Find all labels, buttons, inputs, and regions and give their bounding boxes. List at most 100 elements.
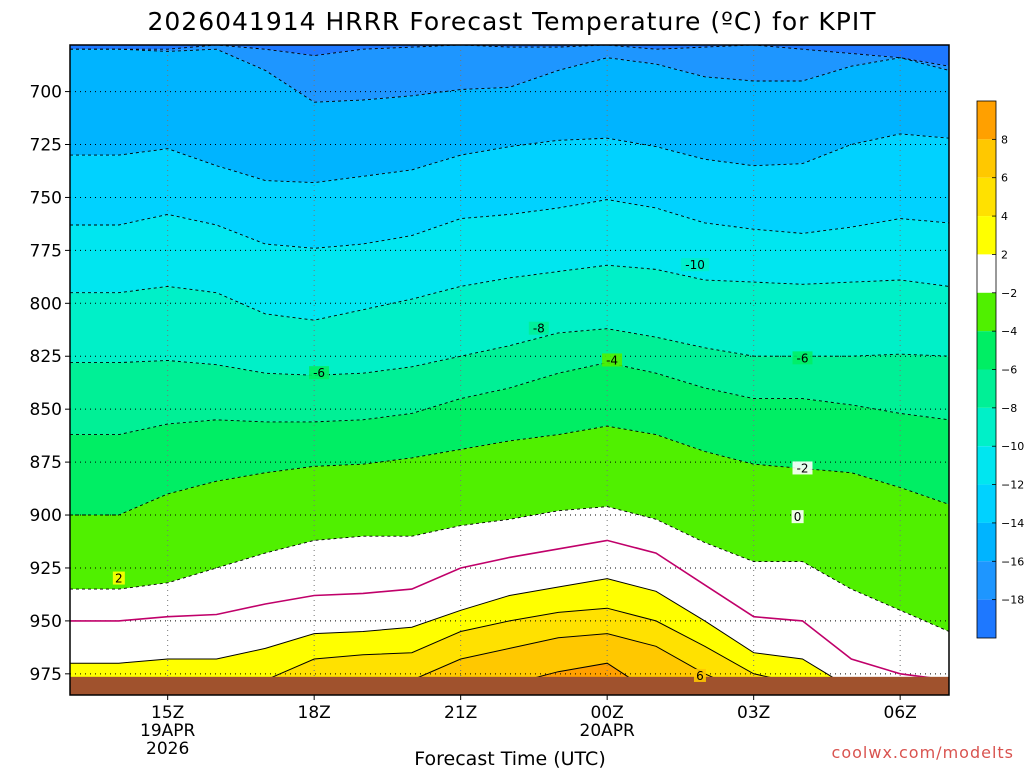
y-tick-label: 875 — [30, 453, 62, 473]
temp-band — [70, 133, 949, 249]
x-tick-label: 15Z — [151, 703, 184, 723]
colorbar-swatch — [977, 292, 996, 332]
contour-label-bg — [791, 510, 804, 524]
y-tick-label: 900 — [30, 506, 62, 526]
colorbar-swatch — [977, 254, 996, 293]
contour-labels: -10 -8 -6 -4 -6 -2 0 2 6 — [112, 258, 813, 683]
contour-label: -8 — [533, 322, 545, 336]
isotherm-line — [70, 506, 949, 632]
colorbar-swatch — [977, 177, 996, 217]
colorbar-swatch — [977, 216, 996, 255]
temp-band — [70, 578, 949, 695]
colorbar-swatch — [977, 139, 996, 178]
colorbar-swatch — [977, 446, 996, 485]
y-tick-label: 800 — [30, 294, 62, 314]
colorbar-label: 6 — [1001, 172, 1008, 185]
colorbar-label: −14 — [1001, 517, 1024, 530]
isotherm-line — [70, 362, 949, 436]
contour-label: -6 — [313, 366, 325, 380]
y-tick-label: 725 — [30, 136, 62, 156]
colorbar-label: −12 — [1001, 479, 1024, 492]
contour-label-bg — [112, 571, 125, 585]
colorbar-label: −10 — [1001, 440, 1024, 453]
temp-band — [70, 45, 949, 67]
x-tick-label: 18Z — [298, 703, 331, 723]
x-tick-label: 03Z — [737, 703, 770, 723]
colorbar-swatch — [977, 101, 996, 140]
isotherm-line — [70, 45, 949, 67]
y-tick-label: 950 — [30, 612, 62, 632]
y-axis: 700 725 750 775 800 825 850 875 900 925 950 975 — [30, 83, 70, 685]
isotherm-line — [70, 539, 949, 681]
contour-label: 0 — [794, 510, 802, 524]
colorbar-label: −8 — [1001, 402, 1017, 415]
temp-band — [70, 633, 949, 695]
y-tick-label: 925 — [30, 559, 62, 579]
isotherm-line — [70, 48, 949, 103]
chart-title: 2026041914 HRRR Forecast Temperature (ºC… — [147, 7, 876, 36]
temp-band — [70, 49, 949, 183]
contour-label: 2 — [115, 572, 123, 586]
isotherm-line — [70, 578, 949, 695]
plot-frame — [69, 44, 950, 696]
colorbar-label: −18 — [1001, 594, 1024, 607]
y-tick-label: 750 — [30, 188, 62, 208]
contour-label: -10 — [685, 258, 705, 272]
x-tick-label: 19APR — [140, 721, 196, 741]
contour-label-bg — [309, 366, 330, 380]
contour-label-bg — [693, 668, 706, 682]
colorbar-swatch — [977, 561, 996, 600]
temp-band — [70, 265, 949, 376]
temp-band — [70, 426, 949, 632]
colorbar-label: 2 — [1001, 248, 1008, 261]
colorbar-swatch — [977, 599, 996, 638]
contour-label-bg — [681, 258, 710, 272]
contour-label: -2 — [797, 461, 809, 475]
temp-band — [70, 328, 949, 435]
colorbar-swatch — [977, 407, 996, 447]
isotherm-line — [70, 425, 949, 516]
color-legend: 8 6 4 2 −2 −4 −6 −8 −10 −12 −14 −16 −18 — [976, 100, 1024, 639]
x-tick-label: 06Z — [884, 703, 917, 723]
colorbar-label: −2 — [1001, 287, 1017, 300]
colorbar-label: −4 — [1001, 325, 1017, 338]
x-axis-label: Forecast Time (UTC) — [414, 748, 605, 768]
temp-band — [70, 608, 949, 695]
x-tick-label: 21Z — [444, 703, 477, 723]
colorbar-label: 4 — [1001, 210, 1008, 223]
ground-strip — [70, 676, 949, 695]
colorbar-label: −16 — [1001, 555, 1024, 568]
y-tick-label: 975 — [30, 665, 62, 685]
colorbar-swatch — [977, 484, 996, 523]
isotherm-line — [70, 264, 949, 321]
credit-text: coolwx.com/modelts — [832, 743, 1014, 762]
isotherm-line — [70, 133, 949, 184]
x-tick-label: 00Z — [591, 703, 624, 723]
contour-label: -4 — [606, 353, 618, 367]
colorbar-swatch — [977, 522, 996, 562]
temp-band — [70, 362, 949, 516]
contour-label: -6 — [797, 351, 809, 365]
contour-label-bg — [528, 321, 549, 335]
contour-label-bg — [602, 353, 623, 367]
contour-label: 6 — [696, 669, 704, 683]
temperature-bands — [70, 45, 949, 695]
colorbar-swatch — [977, 331, 996, 370]
temp-band — [70, 45, 949, 103]
x-tick-label: 2026 — [146, 739, 189, 759]
y-tick-label: 700 — [30, 83, 62, 103]
temp-band — [70, 506, 949, 681]
colorbar-label: 8 — [1001, 133, 1008, 146]
y-tick-label: 850 — [30, 400, 62, 420]
y-tick-label: 775 — [30, 241, 62, 261]
colorbar-swatch — [977, 369, 996, 408]
isotherm-line — [70, 633, 949, 695]
plot-area: -10 -8 -6 -4 -6 -2 0 2 6 — [69, 44, 950, 696]
y-tick-label: 825 — [30, 347, 62, 367]
contour-label-bg — [792, 351, 813, 365]
contour-label-bg — [792, 461, 813, 475]
x-tick-label: 20APR — [580, 721, 636, 741]
colorbar-label: −6 — [1001, 364, 1017, 377]
